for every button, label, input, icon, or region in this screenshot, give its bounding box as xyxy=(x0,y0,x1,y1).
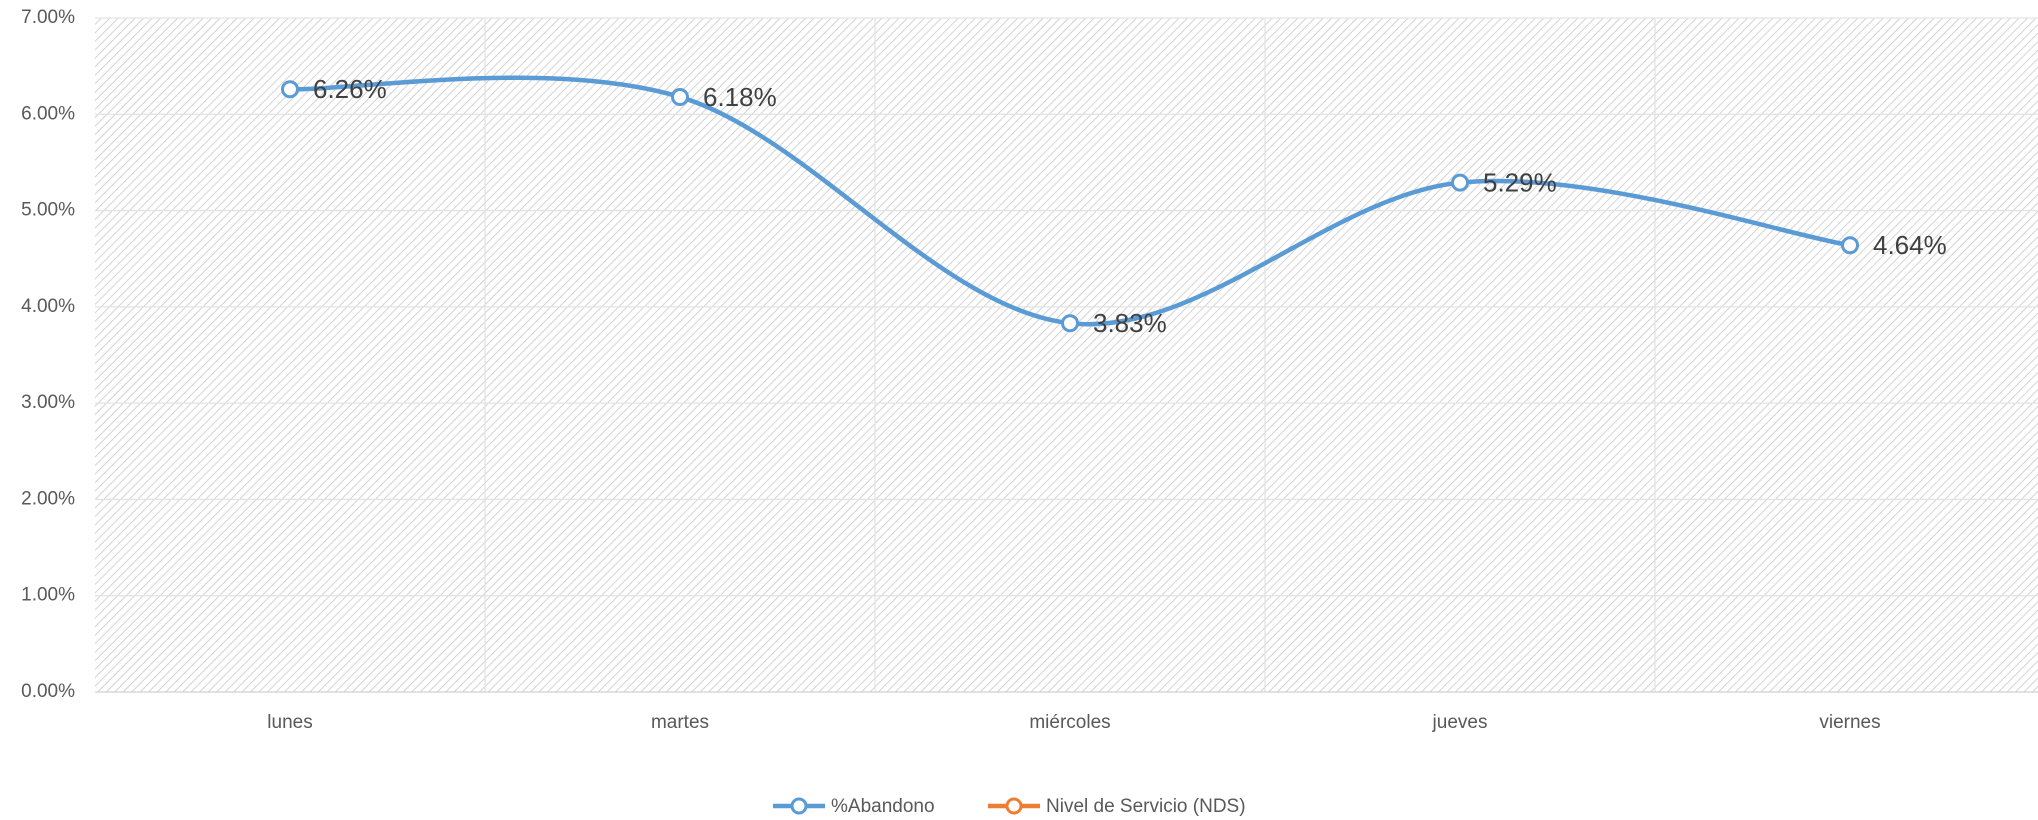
y-tick-label: 0.00% xyxy=(21,681,75,702)
y-tick-label: 4.00% xyxy=(21,296,75,317)
x-tick-label: jueves xyxy=(1432,712,1488,733)
legend-marker xyxy=(1005,797,1023,815)
marker xyxy=(1841,236,1859,255)
legend-label: Nivel de Servicio (NDS) xyxy=(1046,796,1246,817)
y-tick-label: 6.00% xyxy=(21,103,75,124)
marker xyxy=(1061,314,1079,333)
data-label: 5.29% xyxy=(1483,168,1557,198)
y-tick-label: 5.00% xyxy=(21,200,75,221)
legend-label: %Abandono xyxy=(831,796,935,817)
marker xyxy=(1451,173,1469,192)
y-tick-label: 3.00% xyxy=(21,392,75,413)
y-tick-label: 7.00% xyxy=(21,7,75,28)
x-tick-label: viernes xyxy=(1819,712,1880,733)
x-tick-label: lunes xyxy=(267,712,312,733)
data-label: 4.64% xyxy=(1873,230,1947,260)
data-label: 3.83% xyxy=(1093,308,1167,338)
legend-marker xyxy=(790,797,808,815)
marker xyxy=(671,87,689,106)
data-label: 6.26% xyxy=(313,74,387,104)
plot-area xyxy=(95,18,2038,692)
y-tick-label: 1.00% xyxy=(21,585,75,606)
data-label: 6.18% xyxy=(703,82,777,112)
x-tick-label: martes xyxy=(651,712,709,733)
y-tick-label: 2.00% xyxy=(21,488,75,509)
x-tick-label: miércoles xyxy=(1029,712,1110,733)
marker xyxy=(281,80,299,99)
